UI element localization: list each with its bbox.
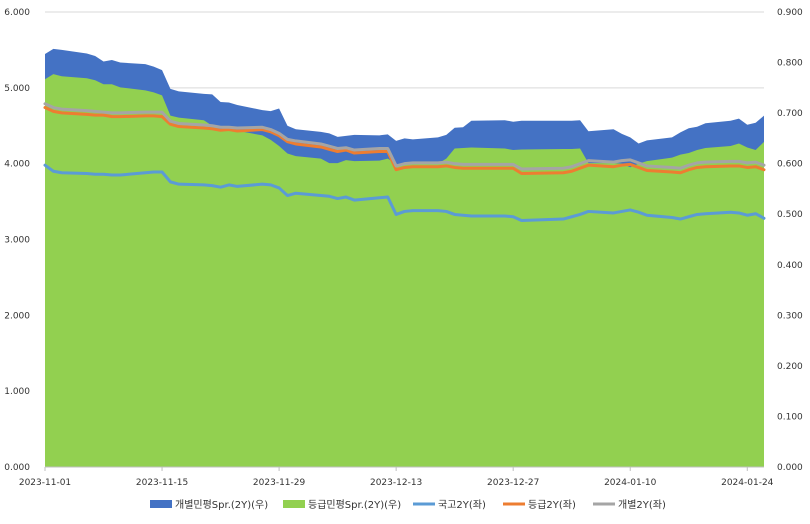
left-tick-label: 4.000 [4, 160, 30, 170]
legend-label: 국고2Y(좌) [438, 499, 486, 511]
right-tick-label: 0.200 [777, 362, 803, 372]
x-tick-label: 2023-11-15 [136, 478, 188, 488]
legend-label: 개별민평Spr.(2Y)(우) [175, 499, 268, 511]
right-tick-label: 0.900 [777, 8, 803, 18]
legend-label: 등급2Y(좌) [528, 499, 576, 511]
right-tick-label: 0.600 [777, 160, 803, 170]
right-axis: 0.000 0.100 0.200 0.300 0.400 0.500 0.600 0.700… [777, 8, 803, 473]
x-axis: 2023-11-01 2023-11-15 2023-11-29 2023-12-13… [19, 466, 774, 488]
right-tick-label: 0.700 [777, 109, 803, 119]
left-tick-label: 0.000 [4, 463, 30, 473]
left-tick-label: 3.000 [4, 236, 30, 246]
legend-label: 개별2Y(좌) [618, 499, 666, 511]
x-tick-label: 2023-12-13 [370, 478, 422, 488]
right-tick-label: 0.500 [777, 210, 803, 220]
left-tick-label: 5.000 [4, 84, 30, 94]
x-tick-label: 2023-12-27 [487, 478, 539, 488]
right-tick-label: 0.000 [777, 463, 803, 473]
right-tick-label: 0.400 [777, 261, 803, 271]
area-grade-spread [45, 74, 764, 468]
left-tick-label: 2.000 [4, 311, 30, 321]
individual-2y-line [43, 102, 766, 171]
left-tick-label: 6.000 [4, 8, 30, 18]
legend-label: 등급민평Spr.(2Y)(우) [308, 499, 401, 511]
left-axis: 0.000 1.000 2.000 3.000 4.000 5.000 6.000 [4, 8, 30, 473]
right-tick-label: 0.100 [777, 412, 803, 422]
treasury-2y-line [43, 163, 766, 223]
x-tick-label: 2024-01-10 [604, 478, 657, 488]
legend-swatch [150, 500, 172, 508]
area-series [45, 48, 764, 468]
x-tick-label: 2024-01-24 [721, 478, 774, 488]
legend: 개별민평Spr.(2Y)(우) 등급민평Spr.(2Y)(우) 국고2Y(좌) 등급2… [150, 499, 666, 511]
line-series [43, 102, 766, 223]
x-tick-label: 2023-11-29 [253, 478, 306, 488]
right-tick-label: 0.300 [777, 311, 803, 321]
left-tick-label: 1.000 [4, 387, 30, 397]
legend-swatch [283, 500, 305, 508]
right-tick-label: 0.800 [777, 59, 803, 69]
x-tick-label: 2023-11-01 [19, 478, 71, 488]
